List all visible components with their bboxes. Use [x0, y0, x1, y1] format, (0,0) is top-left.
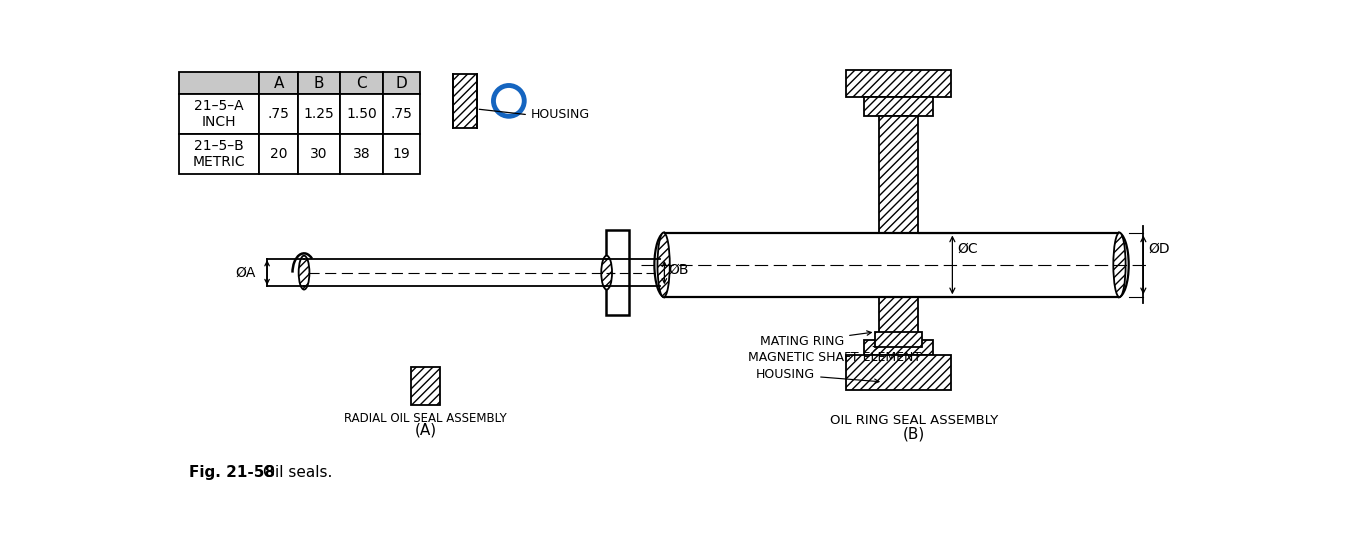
Text: ØB: ØB — [669, 263, 689, 277]
Polygon shape — [864, 339, 933, 355]
Ellipse shape — [601, 256, 612, 290]
Bar — [297, 134, 340, 174]
Text: HOUSING: HOUSING — [530, 108, 589, 121]
Text: A: A — [274, 76, 284, 91]
Ellipse shape — [1114, 232, 1126, 297]
Bar — [178, 72, 259, 94]
Bar — [259, 134, 297, 174]
Polygon shape — [880, 116, 918, 232]
Ellipse shape — [299, 256, 310, 290]
Text: Oil seals.: Oil seals. — [263, 465, 333, 480]
Text: C: C — [356, 76, 367, 91]
Polygon shape — [880, 297, 918, 339]
Bar — [606, 230, 629, 315]
Text: B: B — [314, 76, 325, 91]
Text: Fig. 21-58: Fig. 21-58 — [189, 465, 274, 480]
Polygon shape — [864, 97, 933, 116]
Text: 21–5–B
METRIC: 21–5–B METRIC — [193, 139, 245, 169]
Text: HOUSING: HOUSING — [756, 368, 880, 384]
Text: 30: 30 — [310, 147, 327, 161]
Bar — [382, 134, 419, 174]
Text: ØC: ØC — [958, 242, 978, 256]
Bar — [411, 367, 440, 405]
Bar — [297, 94, 340, 134]
Text: 19: 19 — [392, 147, 410, 161]
Polygon shape — [847, 355, 951, 390]
Text: OIL RING SEAL ASSEMBLY: OIL RING SEAL ASSEMBLY — [830, 414, 997, 427]
Bar — [297, 72, 340, 94]
Bar — [178, 134, 259, 174]
Text: .75: .75 — [390, 107, 412, 121]
Text: .75: .75 — [267, 107, 289, 121]
Bar — [259, 72, 297, 94]
Bar — [259, 94, 297, 134]
Bar — [453, 74, 477, 128]
Bar — [340, 72, 382, 94]
Text: 1.50: 1.50 — [347, 107, 377, 121]
Bar — [340, 94, 382, 134]
Text: (B): (B) — [903, 427, 925, 442]
Bar — [340, 134, 382, 174]
Text: MATING RING: MATING RING — [760, 331, 871, 348]
Text: (A): (A) — [415, 423, 437, 438]
Text: 38: 38 — [352, 147, 370, 161]
Text: MAGNETIC SHAFT ELEMENT: MAGNETIC SHAFT ELEMENT — [748, 347, 922, 364]
Text: 1.25: 1.25 — [304, 107, 334, 121]
Text: ØD: ØD — [1148, 242, 1170, 256]
Polygon shape — [847, 70, 951, 97]
Text: RADIAL OIL SEAL ASSEMBLY: RADIAL OIL SEAL ASSEMBLY — [344, 412, 507, 426]
Bar — [382, 94, 419, 134]
Ellipse shape — [658, 232, 670, 297]
Text: ØA: ØA — [236, 266, 256, 280]
Bar — [178, 94, 259, 134]
Bar — [382, 72, 419, 94]
Text: D: D — [395, 76, 407, 91]
Text: 20: 20 — [270, 147, 288, 161]
Polygon shape — [875, 332, 922, 347]
Text: 21–5–A
INCH: 21–5–A INCH — [195, 99, 244, 129]
